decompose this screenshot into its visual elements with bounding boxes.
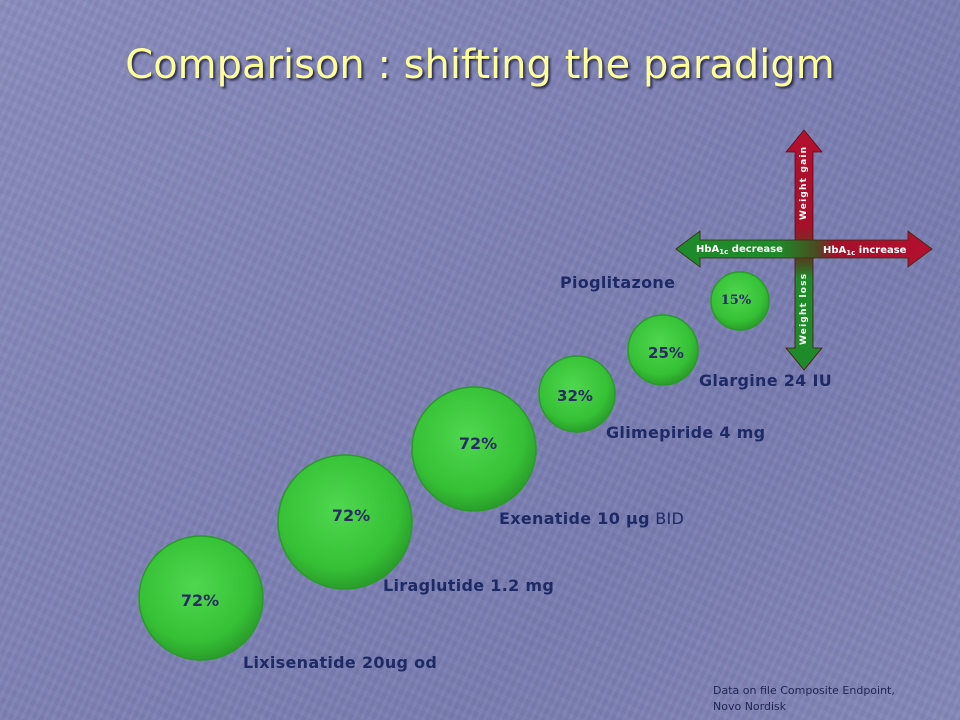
bubble-value-pioglitazone: 15% [721, 293, 752, 308]
labels-group: Lixisenatide 20ug od Liraglutide 1.2 mg Ex… [243, 273, 832, 672]
footnote-line-1: Data on file Composite Endpoint, [713, 684, 895, 697]
page-title: Comparison : shifting the paradigm [125, 42, 835, 88]
bubble-glargine-24-iu [627, 314, 699, 386]
bubble-glimepiride-4-mg [538, 355, 616, 433]
bubble-pioglitazone [710, 271, 770, 331]
bubble-value-glargine-24-iu: 25% [648, 344, 684, 362]
bubble-label-exenatide-10-g-bid: Exenatide 10 µg BID [499, 509, 684, 528]
axis-cross: Weight gain Weight loss HbA1c decrease H… [675, 129, 933, 371]
hba1c-increase-label: HbA1c increase [823, 245, 907, 257]
bubble-value-lixisenatide-20ug-od: 72% [181, 591, 219, 610]
bubble-label-glargine-24-iu: Glargine 24 IU [699, 371, 832, 390]
hba1c-decrease-label: HbA1c decrease [696, 244, 783, 256]
weight-loss-label: Weight loss [799, 273, 809, 345]
bubble-value-glimepiride-4-mg: 32% [557, 387, 593, 405]
bubble-liraglutide-1-2-mg [277, 454, 413, 590]
bubble-label-glimepiride-4-mg: Glimepiride 4 mg [606, 423, 765, 442]
bubble-value-liraglutide-1-2-mg: 72% [332, 506, 370, 525]
hba1c-axis-arrow [675, 230, 933, 268]
bubble-label-lixisenatide-20ug-od: Lixisenatide 20ug od [243, 653, 437, 672]
bubble-value-exenatide-10-g-bid: 72% [459, 434, 497, 453]
bubbles-group: 72% 72% 72% 32% 25% 15% [138, 271, 770, 661]
bubble-lixisenatide-20ug-od [138, 535, 264, 661]
footnote: Data on file Composite Endpoint, Novo No… [713, 683, 895, 715]
bubble-label-pioglitazone: Pioglitazone [560, 273, 675, 292]
bubble-label-liraglutide-1-2-mg: Liraglutide 1.2 mg [383, 576, 554, 595]
weight-gain-label: Weight gain [799, 146, 809, 220]
bubble-exenatide-10-g-bid [411, 386, 537, 512]
footnote-line-2: Novo Nordisk [713, 700, 787, 713]
